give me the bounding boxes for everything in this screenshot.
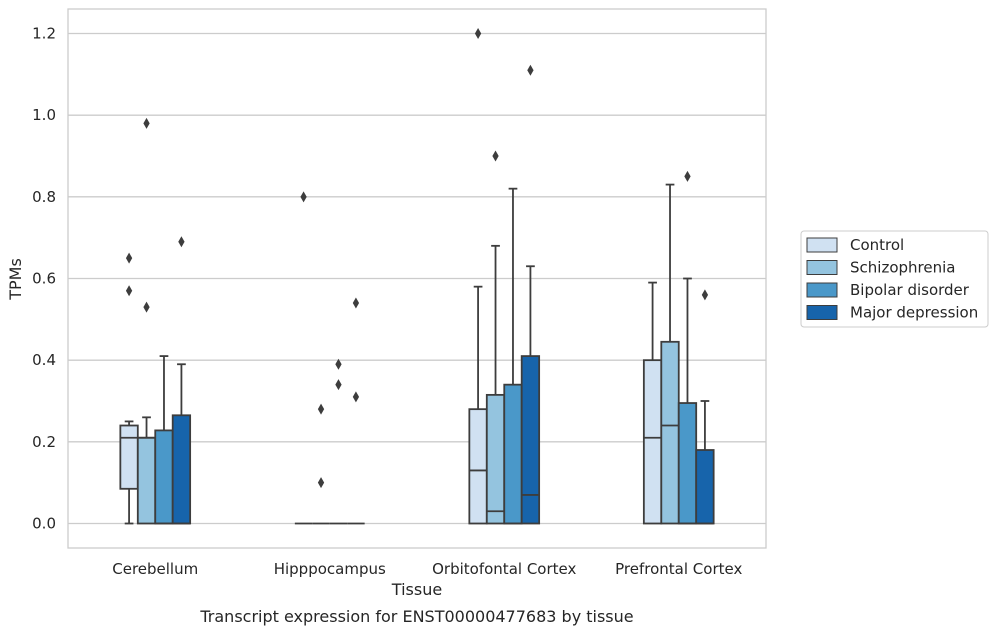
y-tick-label: 0.8 <box>32 188 56 206</box>
legend-frame <box>800 230 989 328</box>
outlier-point <box>335 379 342 391</box>
box-plot-marks <box>119 28 715 525</box>
plot-frame <box>67 8 767 549</box>
outlier-point <box>474 28 482 39</box>
outlier-point <box>492 150 499 162</box>
y-tick-label: 0.6 <box>32 270 56 288</box>
box-prefrontal-cortex-control <box>642 281 663 525</box>
box-hipppocampus-schizophrenia <box>312 403 330 525</box>
y-axis-label: TPMs <box>6 258 25 301</box>
x-tick-label: Prefrontal Cortex <box>615 560 742 578</box>
box-body <box>642 359 663 525</box>
chart-caption: Transcript expression for ENST0000047768… <box>199 607 633 626</box>
box-prefrontal-cortex-bipolar-disorder <box>677 170 698 525</box>
x-tick-label: Cerebellum <box>112 560 198 578</box>
box-body <box>154 429 174 525</box>
legend-swatch <box>806 237 838 253</box>
box-body <box>520 355 541 525</box>
outlier-point <box>300 191 307 203</box>
outlier-point <box>684 170 691 182</box>
legend-label: Control <box>850 236 904 254</box>
box-body <box>485 393 506 525</box>
outlier-point <box>352 391 360 403</box>
y-tick-label: 0.0 <box>32 515 56 533</box>
box-body <box>119 424 139 490</box>
box-hipppocampus-bipolar-disorder <box>329 358 348 525</box>
legend: Control Schizophrenia Bipolar disorder Majo… <box>800 230 989 328</box>
outlier-point <box>335 358 342 370</box>
y-tick-label: 1.0 <box>32 106 56 124</box>
box-orbitofontal-cortex-major-depression <box>520 64 541 525</box>
legend-label: Schizophrenia <box>850 259 955 277</box>
outlier-point <box>701 289 709 301</box>
box-cerebellum-major-depression <box>171 236 192 525</box>
outlier-point <box>317 403 325 415</box>
legend-swatch <box>806 282 838 298</box>
outlier-point <box>352 297 360 309</box>
x-axis-label: Tissue <box>391 580 442 599</box>
box-body <box>660 340 680 525</box>
box-cerebellum-control <box>119 252 139 525</box>
legend-swatch <box>806 305 838 320</box>
x-tick-label: Orbitofontal Cortex <box>432 560 576 578</box>
y-tick-labels: 0.0 0.2 0.4 0.6 0.8 1.0 1.2 <box>32 25 56 533</box>
box-cerebellum-schizophrenia <box>136 117 157 525</box>
legend-swatch <box>806 260 838 275</box>
box-prefrontal-cortex-major-depression <box>695 289 715 525</box>
outlier-point <box>178 236 185 248</box>
box-body <box>695 449 715 525</box>
outlier-point <box>125 285 133 297</box>
box-body <box>171 414 192 525</box>
outlier-point <box>527 64 534 76</box>
legend-label: Bipolar disorder <box>850 281 970 299</box>
y-tick-label: 1.2 <box>32 25 56 43</box>
outlier-point <box>143 301 150 313</box>
box-body <box>136 436 157 525</box>
box-cerebellum-bipolar-disorder <box>154 355 174 525</box>
outlier-point <box>317 477 325 489</box>
box-body <box>503 383 523 525</box>
y-tick-label: 0.4 <box>32 351 56 369</box>
legend-label: Major depression <box>850 304 978 322</box>
x-tick-labels: Cerebellum Hipppocampus Orbitofontal Corte… <box>112 560 742 578</box>
box-hipppocampus-major-depression <box>347 297 365 525</box>
y-tick-label: 0.2 <box>32 433 56 451</box>
x-tick-label: Hipppocampus <box>274 560 386 578</box>
outlier-point <box>143 117 150 129</box>
box-body <box>677 402 698 525</box>
box-orbitofontal-cortex-bipolar-disorder <box>503 187 523 525</box>
box-body <box>468 408 488 525</box>
outlier-point <box>125 252 133 264</box>
box-hipppocampus-control <box>294 191 313 525</box>
